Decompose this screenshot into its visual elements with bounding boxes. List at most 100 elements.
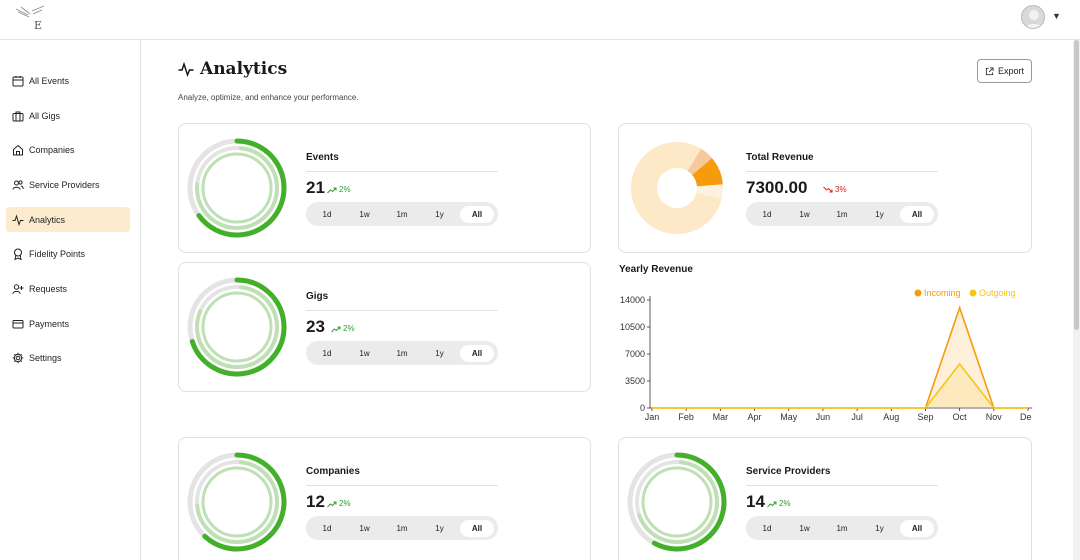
period-1d[interactable]: 1d: [762, 209, 772, 219]
period-selector: 1d 1w 1m 1y All: [746, 202, 938, 226]
events-progress-ring: [187, 138, 287, 238]
stat-change-value: 2%: [339, 185, 351, 194]
stat-change-value: 2%: [779, 499, 791, 508]
y-tick-label: 14000: [620, 295, 645, 305]
service-providers-card: Service Providers 14 2% 1d 1w 1m 1y All: [618, 437, 1032, 560]
stat-title: Gigs: [306, 291, 329, 302]
sidebar-item-label: Settings: [29, 352, 62, 363]
home-icon: [13, 144, 23, 155]
ring-progress-outer: [202, 452, 287, 552]
stat-value: 12: [306, 492, 325, 511]
period-1y[interactable]: 1y: [435, 348, 444, 358]
users-icon: [12, 179, 24, 190]
stat-title: Total Revenue: [746, 152, 814, 163]
period-all[interactable]: All: [460, 519, 494, 537]
ring-inner: [201, 152, 273, 224]
period-1w[interactable]: 1w: [799, 209, 810, 219]
sidebar-item-label: Service Providers: [29, 179, 100, 190]
stat-change: 2%: [331, 324, 355, 333]
divider: [746, 171, 938, 172]
x-tick-label: Aug: [883, 412, 899, 422]
stat-value: 14: [746, 492, 765, 511]
sidebar-item-all-events[interactable]: All Events: [6, 68, 130, 93]
sidebar-item-label: All Gigs: [29, 110, 61, 121]
scrollbar[interactable]: [1073, 40, 1080, 560]
activity-icon: [178, 61, 194, 77]
period-1m[interactable]: 1m: [836, 523, 848, 533]
avatar[interactable]: [1021, 5, 1045, 29]
revenue-donut: [631, 142, 723, 234]
sidebar-item-label: Fidelity Points: [29, 248, 86, 259]
external-link-icon: [985, 66, 994, 75]
credit-card-icon: [12, 319, 24, 328]
ring-progress-middle: [195, 146, 279, 230]
period-1w[interactable]: 1w: [359, 348, 370, 358]
sidebar-item-companies[interactable]: Companies: [6, 137, 130, 162]
gear-icon: [12, 352, 24, 363]
export-label: Export: [997, 66, 1024, 76]
period-1y[interactable]: 1y: [435, 523, 444, 533]
divider: [746, 485, 938, 486]
donut-slice-1: [692, 158, 723, 187]
chevron-down-icon[interactable]: ▼: [1052, 11, 1061, 21]
trending-up-icon: [327, 501, 337, 507]
x-tick-label: May: [780, 412, 798, 422]
period-1m[interactable]: 1m: [396, 348, 408, 358]
ring-inner: [201, 466, 273, 538]
page-title: Analytics: [178, 59, 287, 79]
user-avatar-icon: [1025, 10, 1043, 28]
chart-title: Yearly Revenue: [619, 264, 693, 275]
donut-slice-0: [687, 148, 712, 176]
sidebar-item-payments[interactable]: Payments: [6, 311, 130, 336]
period-all[interactable]: All: [460, 344, 494, 362]
ring-inner: [641, 466, 713, 538]
export-button[interactable]: Export: [977, 59, 1032, 83]
stat-title: Events: [306, 152, 339, 163]
scrollbar-thumb[interactable]: [1074, 40, 1079, 330]
period-all[interactable]: All: [460, 205, 494, 223]
sidebar-item-requests[interactable]: Requests: [6, 276, 130, 301]
period-1d[interactable]: 1d: [322, 523, 332, 533]
donut-slice-3: [631, 142, 722, 234]
period-1d[interactable]: 1d: [762, 523, 772, 533]
x-tick-label: Dec: [1020, 412, 1032, 422]
period-1w[interactable]: 1w: [359, 523, 370, 533]
period-1y[interactable]: 1y: [875, 209, 884, 219]
trending-down-icon: [823, 186, 833, 192]
period-selector: 1d 1w 1m 1y All: [306, 341, 498, 365]
period-all[interactable]: All: [900, 205, 934, 223]
donut-slice-2: [696, 184, 723, 199]
sidebar-item-settings[interactable]: Settings: [6, 345, 130, 370]
x-tick-label: Mar: [713, 412, 729, 422]
brand-logo[interactable]: E: [14, 5, 46, 31]
period-1m[interactable]: 1m: [396, 523, 408, 533]
x-tick-label: Jan: [645, 412, 660, 422]
y-tick-label: 3500: [625, 376, 645, 386]
sidebar-item-fidelity-points[interactable]: Fidelity Points: [6, 241, 130, 266]
divider: [306, 485, 498, 486]
period-1y[interactable]: 1y: [875, 523, 884, 533]
sidebar: All Events All Gigs Companies Service Pr…: [0, 40, 141, 560]
series-line-outgoing: [652, 362, 1028, 409]
period-1d[interactable]: 1d: [322, 209, 332, 219]
period-1y[interactable]: 1y: [435, 209, 444, 219]
period-1w[interactable]: 1w: [359, 209, 370, 219]
x-tick-label: Feb: [678, 412, 694, 422]
period-1w[interactable]: 1w: [799, 523, 810, 533]
ring-progress-middle: [637, 460, 719, 544]
period-1m[interactable]: 1m: [396, 209, 408, 219]
providers-progress-ring: [627, 452, 727, 552]
stat-value: 21: [306, 178, 325, 197]
legend-label: Incoming: [924, 288, 961, 298]
period-all[interactable]: All: [900, 519, 934, 537]
top-bar: E ▼: [0, 0, 1080, 40]
period-1d[interactable]: 1d: [322, 348, 332, 358]
sidebar-item-all-gigs[interactable]: All Gigs: [6, 103, 130, 128]
stat-change: 2%: [327, 499, 351, 508]
x-tick-label: Sep: [917, 412, 933, 422]
x-tick-label: Jul: [851, 412, 863, 422]
events-card: Events 21 2% 1d 1w 1m 1y All: [178, 123, 591, 253]
sidebar-item-analytics[interactable]: Analytics: [6, 207, 130, 232]
sidebar-item-service-providers[interactable]: Service Providers: [6, 172, 130, 197]
period-1m[interactable]: 1m: [836, 209, 848, 219]
